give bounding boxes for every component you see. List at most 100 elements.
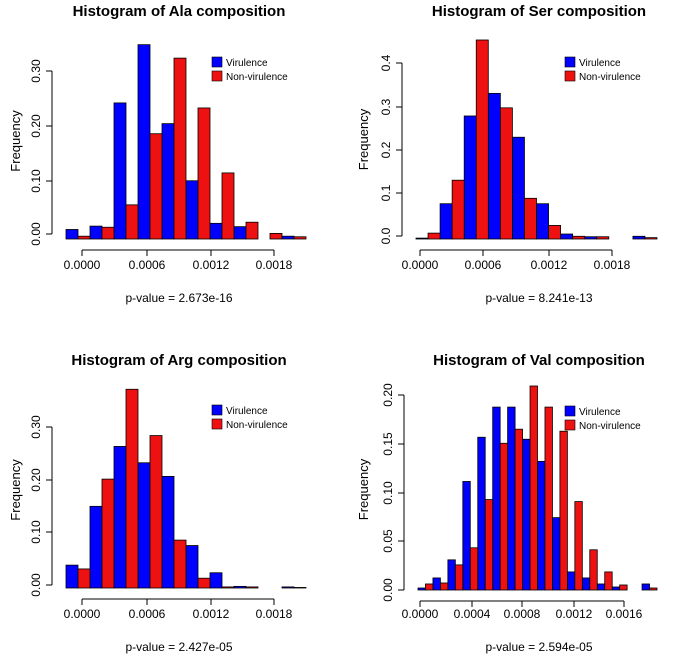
x-tick-label: 0.0004 xyxy=(454,607,491,621)
legend-label-virulence: Virulence xyxy=(226,58,268,69)
non-virulence-bar xyxy=(173,539,187,589)
virulence-bar xyxy=(641,583,650,591)
virulence-bar xyxy=(233,585,247,589)
chart-title: Histogram of Val composition xyxy=(433,352,645,369)
y-tick-label: 0.10 xyxy=(29,520,43,544)
y-tick-label: 0.20 xyxy=(381,383,395,407)
legend-swatch-non-virulence xyxy=(211,418,223,430)
virulence-bar xyxy=(462,481,471,591)
virulence-bar xyxy=(137,462,151,589)
y-tick-label: 0.05 xyxy=(381,529,395,553)
virulence-bar xyxy=(447,559,456,591)
legend-swatch-virulence xyxy=(564,405,576,417)
virulence-bar xyxy=(536,203,549,240)
non-virulence-bar xyxy=(454,564,464,591)
virulence-bar xyxy=(185,545,199,589)
legend: Virulence Non-virulence xyxy=(564,56,641,83)
x-tick-label: 0.0012 xyxy=(193,258,230,272)
non-virulence-bar xyxy=(451,179,465,240)
non-virulence-bar xyxy=(173,57,187,240)
virulence-bar xyxy=(492,406,501,591)
virulence-bar xyxy=(439,203,453,240)
virulence-bar xyxy=(477,436,486,591)
x-tick-label: 0.0006 xyxy=(129,258,166,272)
virulence-bar xyxy=(89,225,103,240)
legend-swatch-virulence xyxy=(211,56,223,68)
chart-title: Histogram of Ala composition xyxy=(73,3,286,20)
virulence-bar xyxy=(537,460,546,591)
x-tick-label: 0.0012 xyxy=(193,607,230,621)
legend-label-non-virulence: Non-virulence xyxy=(579,72,641,83)
non-virulence-bar xyxy=(293,236,307,240)
non-virulence-bar xyxy=(245,221,259,240)
legend-label-non-virulence: Non-virulence xyxy=(579,421,641,432)
y-tick-label: 0.00 xyxy=(29,573,43,597)
chart-title: Histogram of Arg composition xyxy=(71,352,286,369)
non-virulence-bar xyxy=(77,568,91,589)
virulence-bar xyxy=(137,44,151,240)
virulence-bar xyxy=(65,229,79,240)
virulence-bar xyxy=(113,446,127,589)
x-tick-label: 0.0012 xyxy=(556,607,593,621)
x-tick-label: 0.0016 xyxy=(606,607,643,621)
non-virulence-bar xyxy=(604,571,613,591)
virulence-bar xyxy=(463,115,477,240)
histogram-panel-1: Histogram of Ala composition 0.00 0.10 0.20… xyxy=(8,3,307,305)
y-tick-label: 0.0 xyxy=(379,227,393,244)
non-virulence-bar xyxy=(484,499,494,591)
virulence-bar xyxy=(161,123,175,240)
legend-swatch-non-virulence xyxy=(564,70,576,82)
y-tick-label: 0.4 xyxy=(379,54,393,71)
y-tick-label: 0.2 xyxy=(379,141,393,158)
non-virulence-bar xyxy=(425,583,434,591)
x-tick-label: 0.0008 xyxy=(504,607,541,621)
legend-label-virulence: Virulence xyxy=(226,406,268,417)
x-tick-label: 0.0000 xyxy=(402,607,439,621)
x-tick-label: 0.0006 xyxy=(465,258,502,272)
virulence-bar xyxy=(584,236,598,240)
non-virulence-bar xyxy=(221,586,235,589)
virulence-bar xyxy=(432,577,441,591)
virulence-bar xyxy=(233,226,247,240)
virulence-bar xyxy=(632,235,646,240)
non-virulence-bar xyxy=(524,197,537,240)
y-tick-label: 0.30 xyxy=(29,59,43,83)
legend-swatch-virulence xyxy=(211,404,223,416)
non-virulence-bar xyxy=(548,225,561,240)
virulence-bar xyxy=(185,180,199,240)
virulence-bar xyxy=(415,237,429,240)
non-virulence-bar xyxy=(245,586,259,589)
legend: Virulence Non-virulence xyxy=(211,56,288,83)
virulence-bar xyxy=(522,438,531,591)
virulence-bar xyxy=(581,577,591,591)
virulence-bar xyxy=(552,517,561,591)
legend-label-virulence: Virulence xyxy=(579,407,621,418)
non-virulence-bar xyxy=(499,442,509,591)
y-axis-label: Frequency xyxy=(356,108,371,170)
y-axis-label: Frequency xyxy=(8,110,23,172)
p-value-label: p-value = 2.427e-05 xyxy=(125,640,232,654)
legend-label-virulence: Virulence xyxy=(579,58,621,69)
non-virulence-bar xyxy=(589,549,598,591)
non-virulence-bar xyxy=(529,385,538,591)
x-tick-label: 0.0006 xyxy=(129,607,166,621)
non-virulence-bar xyxy=(197,107,211,240)
non-virulence-bar xyxy=(221,172,235,240)
virulence-bar xyxy=(161,475,175,589)
p-value-label: p-value = 2.673e-16 xyxy=(125,291,232,305)
non-virulence-bar xyxy=(125,204,139,240)
x-tick-label: 0.0018 xyxy=(256,258,293,272)
non-virulence-bar xyxy=(427,232,441,240)
virulence-bar xyxy=(487,92,501,240)
non-virulence-bar xyxy=(77,235,91,240)
non-virulence-bar xyxy=(197,577,211,589)
y-tick-label: 0.10 xyxy=(381,481,395,505)
x-tick-label: 0.0012 xyxy=(531,258,568,272)
virulence-bar xyxy=(65,564,79,589)
non-virulence-bar xyxy=(499,107,513,240)
legend-label-non-virulence: Non-virulence xyxy=(226,72,288,83)
legend: Virulence Non-virulence xyxy=(211,404,288,431)
non-virulence-bar xyxy=(440,582,449,591)
non-virulence-bar xyxy=(649,587,658,591)
